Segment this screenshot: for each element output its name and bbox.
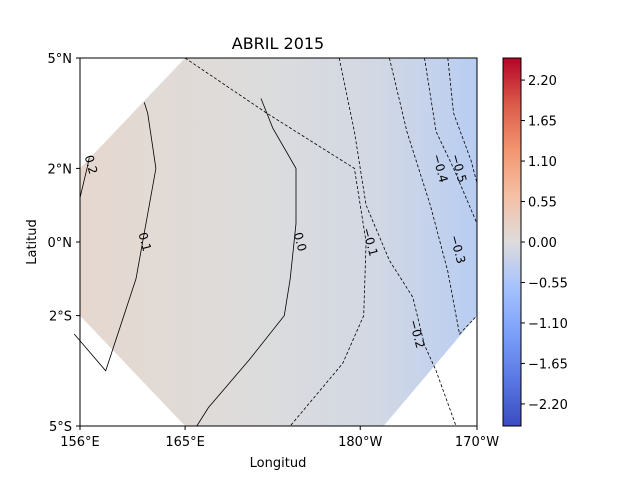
colorbar-tick-label: 1.10 bbox=[528, 155, 557, 170]
x-axis: 156°E 165°E 180°W 170°W bbox=[60, 426, 499, 450]
y-tick-label: 5°N bbox=[48, 52, 73, 67]
contour-line bbox=[338, 57, 457, 427]
colorbar-tick-label: 0.55 bbox=[528, 196, 557, 211]
contour-line bbox=[389, 57, 478, 335]
colorbar-tick-label: 0.00 bbox=[528, 236, 557, 251]
colorbar-tick-label: 2.20 bbox=[528, 74, 557, 89]
x-tick-label: 180°W bbox=[338, 435, 382, 450]
colorbar-tick-label: −1.10 bbox=[528, 317, 568, 332]
contour-line bbox=[73, 102, 157, 372]
field-domain bbox=[80, 58, 477, 426]
contour-lines: 0.20.1 0.0 −0.1−0.2−0.3−0.4−0.5 bbox=[73, 57, 478, 427]
contour-line bbox=[424, 57, 478, 224]
contour-label: 0.0 bbox=[291, 231, 309, 253]
y-axis: 5°N 2°N 0°N 2°S 5°S bbox=[48, 52, 80, 435]
plot-area: 0.20.1 0.0 −0.1−0.2−0.3−0.4−0.5 bbox=[73, 57, 478, 427]
x-axis-label: Longitud bbox=[250, 456, 307, 471]
contour-label: 0.1 bbox=[135, 231, 153, 253]
contour-label: 0.2 bbox=[82, 154, 100, 176]
y-tick-label: 0°N bbox=[48, 236, 73, 251]
colorbar: 2.20 1.65 1.10 0.55 0.00 −0.55 −1.10 −1.65 −2.20 bbox=[502, 57, 568, 427]
y-tick-label: 5°S bbox=[49, 420, 72, 435]
x-tick-label: 165°E bbox=[165, 435, 205, 450]
contour-line bbox=[79, 157, 90, 198]
contour-line bbox=[196, 98, 297, 427]
colorbar-gradient bbox=[502, 57, 522, 427]
y-axis-label: Latitud bbox=[25, 219, 40, 265]
y-tick-label: 2°N bbox=[48, 162, 73, 177]
colorbar-tick-label: 1.65 bbox=[528, 115, 557, 130]
contour-line bbox=[184, 57, 367, 427]
colorbar-tick-label: −1.65 bbox=[528, 357, 568, 372]
colorbar-tick-label: −2.20 bbox=[528, 398, 568, 413]
chart-title: ABRIL 2015 bbox=[232, 34, 324, 53]
colorbar-ticks: 2.20 1.65 1.10 0.55 0.00 −0.55 −1.10 −1.65 −2.20 bbox=[521, 74, 568, 413]
y-tick-label: 2°S bbox=[49, 310, 72, 325]
contour-line bbox=[447, 57, 478, 184]
colorbar-tick-label: −0.55 bbox=[528, 276, 568, 291]
x-tick-label: 156°E bbox=[60, 435, 100, 450]
x-tick-label: 170°W bbox=[455, 435, 499, 450]
